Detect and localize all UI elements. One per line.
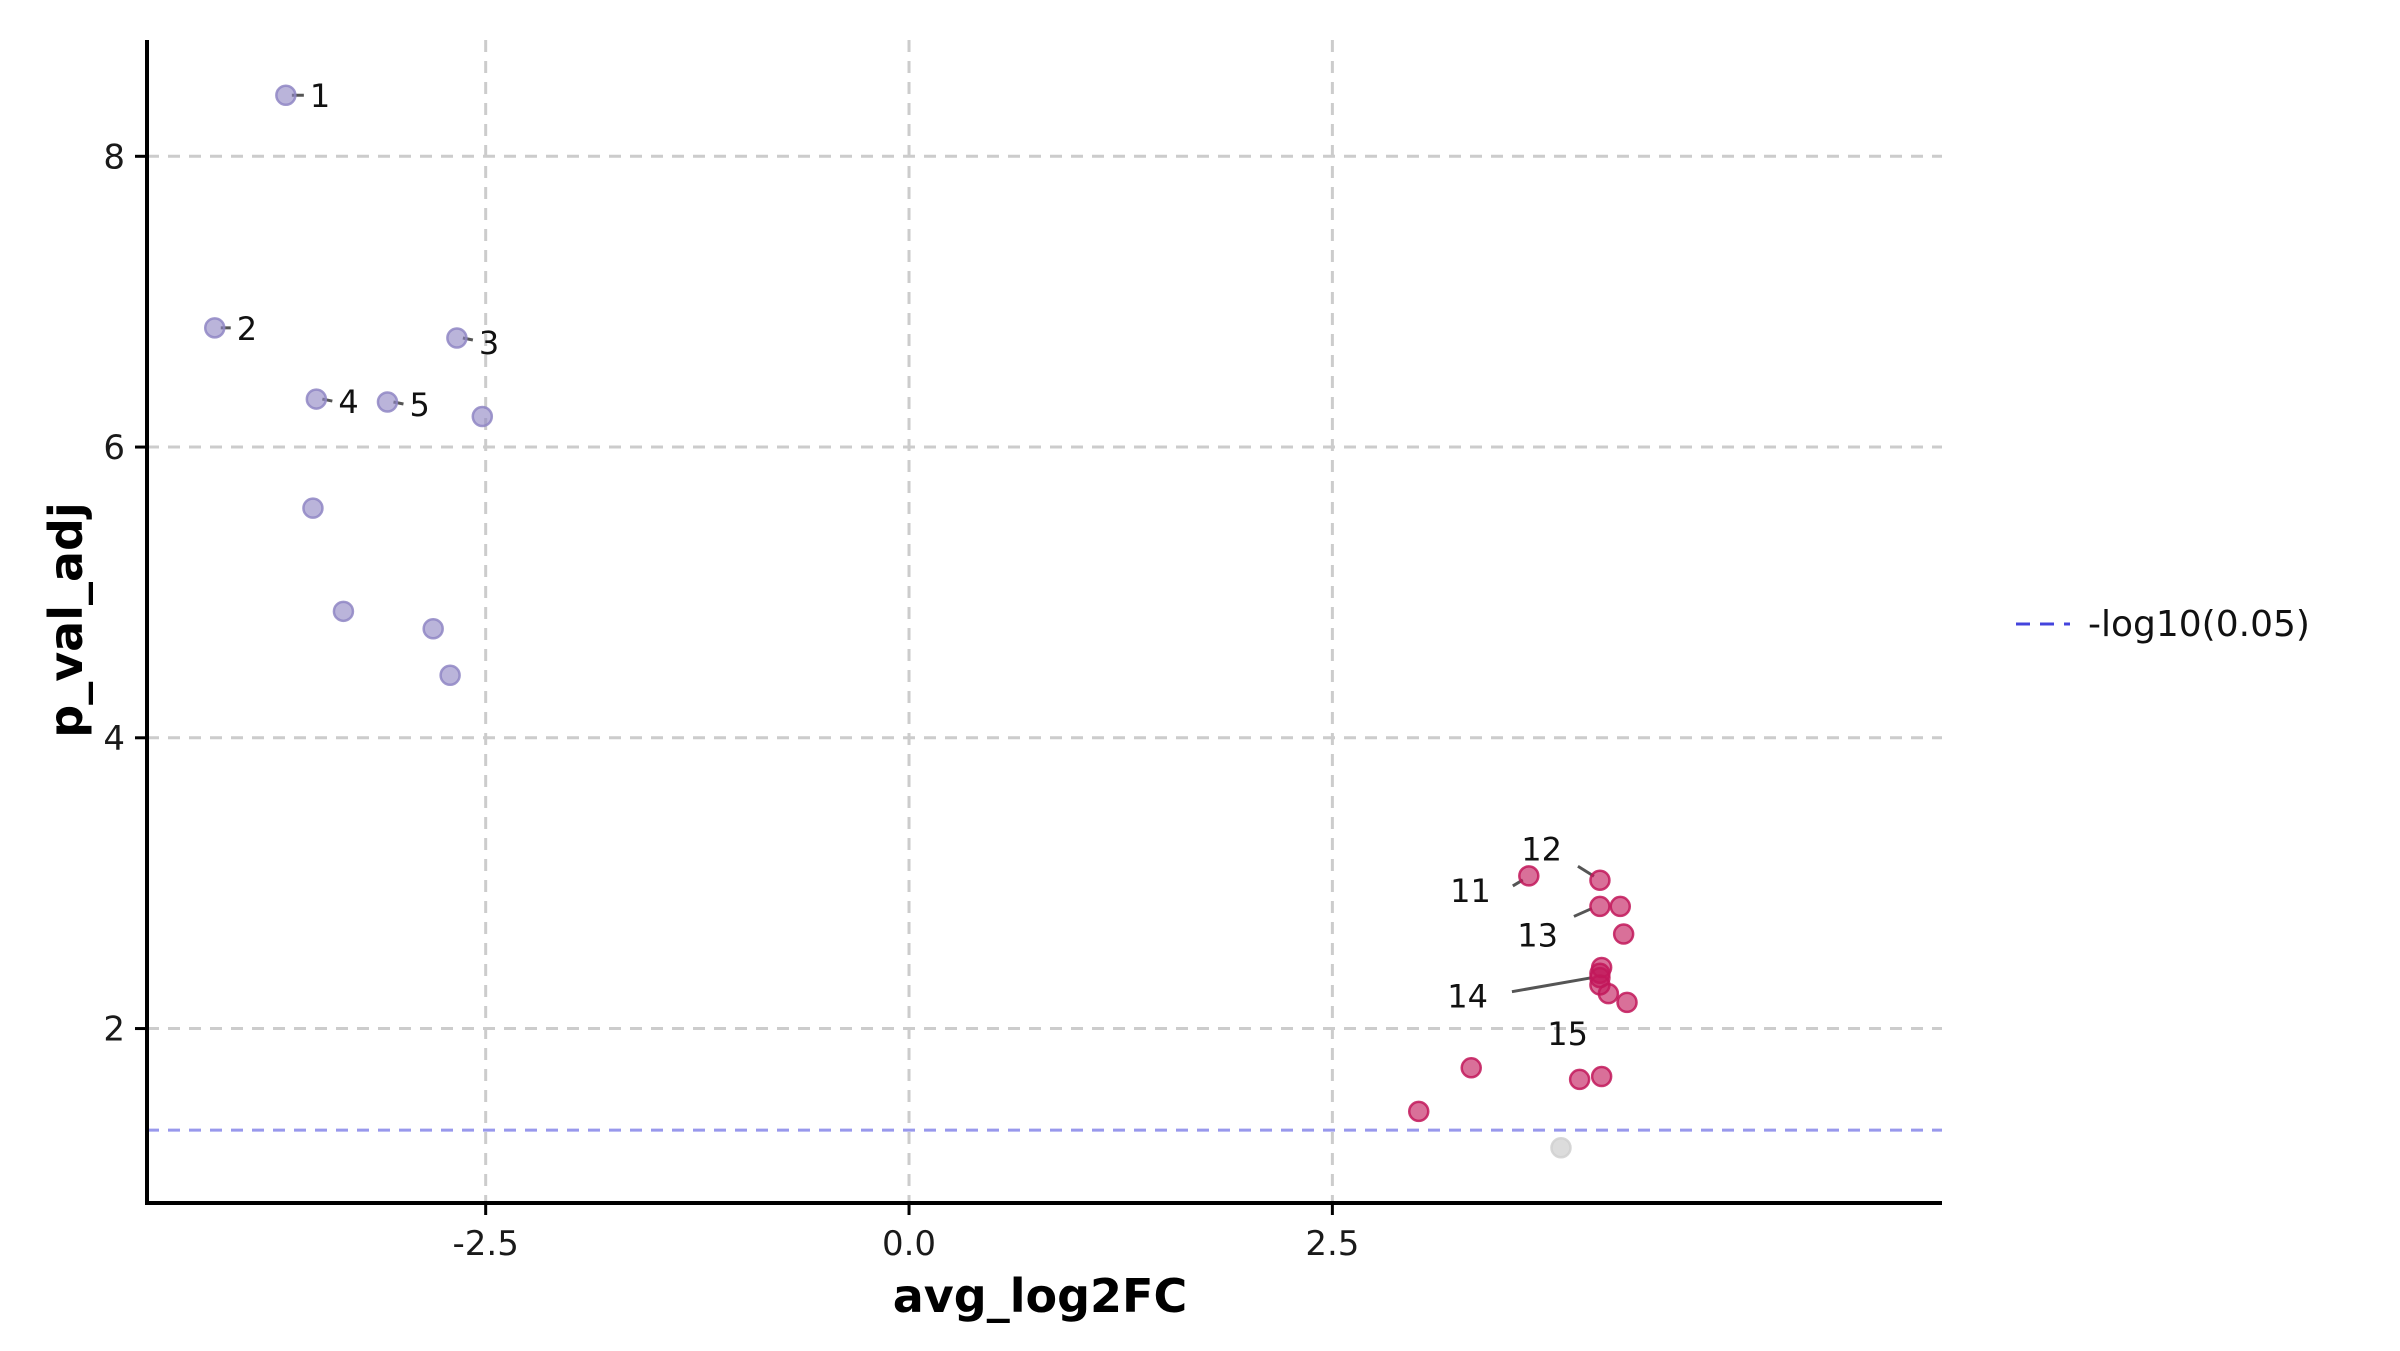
point-label: 5 [409, 386, 429, 424]
y-tick-label: 8 [103, 137, 125, 177]
data-point-down [422, 618, 444, 640]
label-connectors [220, 93, 1595, 994]
data-point-down [305, 388, 328, 410]
grid-lines [147, 40, 1942, 1203]
data-point-down [332, 600, 355, 623]
data-point-down [302, 497, 324, 519]
data-point-up [1589, 962, 1611, 985]
data-point-up [1590, 1065, 1613, 1088]
data-point-up [1460, 1057, 1482, 1079]
data-point-ns [1550, 1137, 1572, 1159]
y-tick-label: 2 [103, 1010, 125, 1050]
y-tick-label: 6 [103, 428, 125, 468]
tick-labels: -2.5 0.0 2.5 2 4 6 8 [103, 137, 1359, 1264]
point-label: 11 [1450, 872, 1491, 910]
y-tick-label: 4 [103, 719, 125, 759]
legend-threshold-label: -log10(0.05) [2088, 604, 2310, 645]
point-label: 3 [479, 324, 499, 362]
data-point-down [446, 327, 468, 349]
point-label: 12 [1521, 830, 1562, 868]
x-tick-label: 0.0 [882, 1224, 936, 1264]
point-label: 15 [1547, 1015, 1588, 1053]
data-point-up [1568, 1068, 1591, 1091]
data-point-down [439, 664, 461, 687]
data-point-down [203, 317, 226, 339]
point-label: 14 [1447, 978, 1488, 1016]
data-point-up [1597, 982, 1620, 1005]
x-axis-title: avg_log2FC [893, 1269, 1187, 1323]
data-point-up [1589, 869, 1611, 892]
y-axis-title: p_val_adj [39, 502, 93, 737]
data-point-up [1612, 923, 1635, 945]
data-point-up [1407, 1100, 1430, 1123]
point-label: 1 [310, 77, 330, 115]
axes [135, 40, 1942, 1215]
legend: -log10(0.05) [2016, 604, 2310, 645]
label-connector [1511, 976, 1593, 994]
point-label: 13 [1517, 916, 1558, 954]
data-point-up [1609, 895, 1632, 918]
point-label: 4 [338, 383, 358, 421]
data-point-up [1616, 991, 1638, 1014]
data-point-down [376, 391, 399, 413]
data-point-up [1518, 865, 1540, 887]
label-connector [1573, 907, 1593, 918]
data-point-down [471, 405, 494, 428]
data-point-down [275, 84, 297, 106]
x-tick-label: -2.5 [453, 1224, 519, 1264]
x-tick-label: 2.5 [1305, 1224, 1359, 1264]
data-points [203, 84, 1638, 1159]
point-label: 2 [237, 310, 257, 348]
data-point-up [1589, 895, 1611, 918]
